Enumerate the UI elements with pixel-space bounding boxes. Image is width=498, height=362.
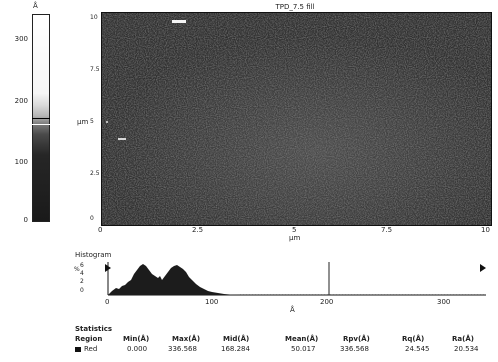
statistics-header: Ra(Å) <box>452 335 474 343</box>
topography-image[interactable] <box>101 12 492 226</box>
histogram-x-axis-label: Å <box>290 306 295 314</box>
image-y-tick: 2.5 <box>90 170 100 177</box>
statistics-header: Max(Å) <box>172 335 201 343</box>
image-x-tick: 5 <box>292 226 297 234</box>
color-scale-tick: 200 <box>14 97 28 105</box>
color-scale-unit: Å <box>33 2 38 10</box>
image-y-tick: 0 <box>90 215 94 222</box>
color-scale-tick: 300 <box>14 35 28 43</box>
histogram-x-tick: 200 <box>320 298 334 306</box>
histogram-title: Histogram <box>75 251 112 259</box>
region-color-swatch <box>75 347 81 352</box>
histogram-x-tick: 300 <box>437 298 451 306</box>
histogram-plot[interactable] <box>90 258 490 298</box>
color-scale-tick: 100 <box>14 158 28 166</box>
histogram-area <box>108 264 240 295</box>
statistics-header: Rq(Å) <box>402 335 425 343</box>
statistics-value: 50.017 <box>291 345 316 353</box>
histogram-x-tick: 0 <box>105 298 110 306</box>
image-x-axis-label: µm <box>289 234 301 242</box>
statistics-value: 336.568 <box>340 345 369 353</box>
histogram-y-tick: 4 <box>80 270 84 277</box>
bright-feature <box>106 121 108 123</box>
statistics-value: 24.545 <box>405 345 430 353</box>
histogram-svg <box>105 262 486 296</box>
statistics-value: 336.568 <box>168 345 197 353</box>
statistics-header: Mean(Å) <box>285 335 319 343</box>
image-y-axis-label: µm <box>77 118 89 126</box>
image-x-tick: 7.5 <box>381 226 393 234</box>
statistics-region: Red <box>84 345 98 353</box>
histogram-x-tick: 100 <box>205 298 219 306</box>
bright-feature <box>118 138 126 140</box>
bright-feature <box>172 20 186 23</box>
image-y-tick: 5 <box>90 118 94 125</box>
image-x-tick: 0 <box>98 226 103 234</box>
image-grain <box>102 13 491 225</box>
image-title: TPD_7.5 fill <box>275 3 315 11</box>
histogram-left-marker-icon[interactable] <box>105 264 111 272</box>
statistics-header: Mid(Å) <box>223 335 250 343</box>
statistics-header: Region <box>75 335 103 343</box>
image-y-tick: 7.5 <box>90 66 100 73</box>
statistics-row[interactable]: Red 0.000 336.568 168.284 50.017 336.568… <box>0 345 498 354</box>
statistics-value: 0.000 <box>127 345 148 353</box>
statistics-header: Rpv(Å) <box>343 335 370 343</box>
statistics-header-row: Region Min(Å) Max(Å) Mid(Å) Mean(Å) Rpv(… <box>0 335 498 344</box>
image-x-tick: 2.5 <box>192 226 204 234</box>
statistics-value: 168.284 <box>221 345 250 353</box>
image-x-tick: 10 <box>481 226 490 234</box>
histogram-y-unit: % <box>74 266 80 273</box>
statistics-title: Statistics <box>75 325 113 333</box>
statistics-value: 20.534 <box>454 345 479 353</box>
topography-texture <box>102 13 491 225</box>
color-scale-tick: 0 <box>23 216 28 224</box>
histogram-right-marker-icon[interactable] <box>480 264 486 272</box>
color-scale-marker <box>32 118 50 119</box>
statistics-header: Min(Å) <box>123 335 150 343</box>
color-scale-marker <box>32 124 50 125</box>
histogram-y-tick: 2 <box>80 278 84 285</box>
histogram-y-tick: 0 <box>80 287 84 294</box>
image-y-tick: 10 <box>90 14 98 21</box>
histogram-y-tick: 6 <box>80 262 84 269</box>
